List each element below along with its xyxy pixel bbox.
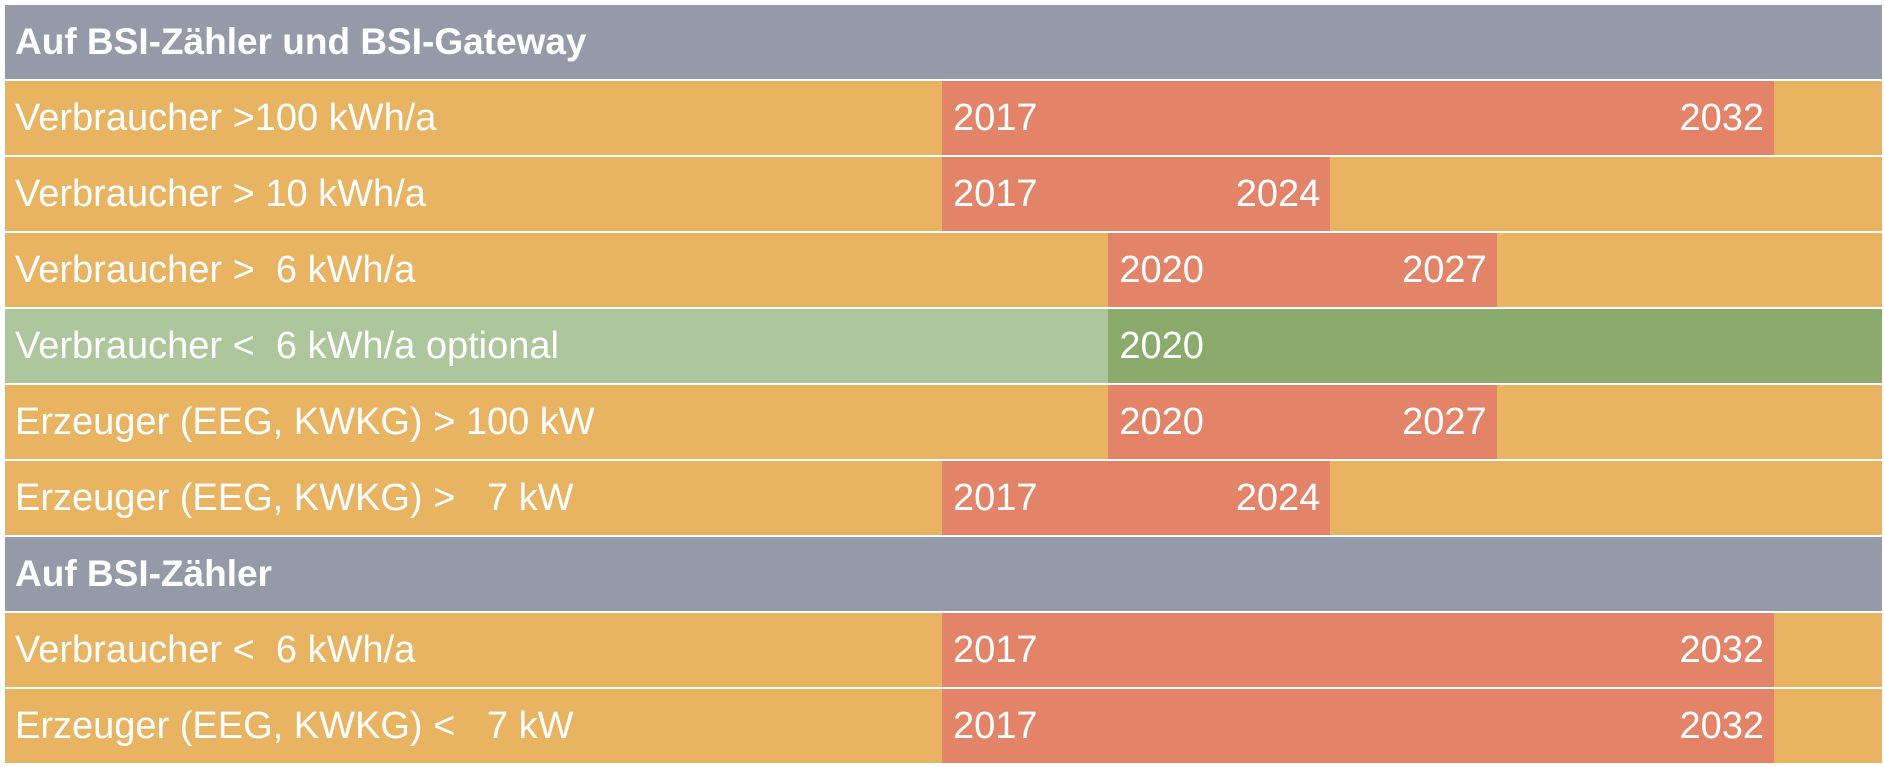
start-year: 2017 xyxy=(953,705,1038,747)
start-year: 2017 xyxy=(953,97,1038,139)
timeline-row: Verbraucher < 6 kWh/a 2017 2032 xyxy=(5,613,1882,687)
row-label: Verbraucher > 6 kWh/a xyxy=(15,249,416,291)
mandatory-rollout-bar: 2020 2027 xyxy=(1108,233,1497,307)
timeline-row: Verbraucher >100 kWh/a 2017 2032 xyxy=(5,81,1882,155)
row-label: Erzeuger (EEG, KWKG) > 7 kW xyxy=(15,477,574,519)
start-year: 2017 xyxy=(953,477,1038,519)
end-year: 2027 xyxy=(1402,249,1487,291)
start-year: 2020 xyxy=(1119,401,1204,443)
timeline-row: Erzeuger (EEG, KWKG) > 100 kW 2020 2027 xyxy=(5,385,1882,459)
end-year: 2032 xyxy=(1679,629,1764,671)
mandatory-rollout-bar: 2020 2027 xyxy=(1108,385,1497,459)
start-year: 2017 xyxy=(953,629,1038,671)
row-label: Verbraucher > 10 kWh/a xyxy=(15,173,426,215)
start-year: 2020 xyxy=(1119,325,1204,367)
mandatory-rollout-bar: 2017 2032 xyxy=(942,81,1774,155)
section-title: Auf BSI-Zähler und BSI-Gateway xyxy=(15,21,587,62)
timeline-row: Verbraucher < 6 kWh/a optional 2020 xyxy=(5,309,1882,383)
start-year: 2017 xyxy=(953,173,1038,215)
mandatory-rollout-bar: 2017 2032 xyxy=(942,689,1774,763)
start-year: 2020 xyxy=(1119,249,1204,291)
end-year: 2032 xyxy=(1679,705,1764,747)
mandatory-rollout-bar: 2017 2032 xyxy=(942,613,1774,687)
optional-rollout-bar: 2020 xyxy=(1108,309,1882,383)
timeline-row: Erzeuger (EEG, KWKG) < 7 kW 2017 2032 xyxy=(5,689,1882,763)
mandatory-rollout-bar: 2017 2024 xyxy=(942,461,1331,535)
timeline-row: Verbraucher > 10 kWh/a 2017 2024 xyxy=(5,157,1882,231)
row-label: Verbraucher >100 kWh/a xyxy=(15,97,437,139)
section-title: Auf BSI-Zähler xyxy=(15,553,272,594)
section-header: Auf BSI-Zähler und BSI-Gateway xyxy=(5,5,1882,79)
row-label: Erzeuger (EEG, KWKG) < 7 kW xyxy=(15,705,574,747)
row-label: Verbraucher < 6 kWh/a xyxy=(15,629,416,671)
timeline-row: Verbraucher > 6 kWh/a 2020 2027 xyxy=(5,233,1882,307)
row-label: Erzeuger (EEG, KWKG) > 100 kW xyxy=(15,401,595,443)
end-year: 2032 xyxy=(1679,97,1764,139)
optional-label-background xyxy=(5,309,1109,383)
end-year: 2024 xyxy=(1235,477,1321,519)
timeline-row: Erzeuger (EEG, KWKG) > 7 kW 2017 2024 xyxy=(5,461,1882,535)
end-year: 2027 xyxy=(1402,401,1487,443)
mandatory-rollout-bar: 2017 2024 xyxy=(942,157,1331,231)
row-label: Verbraucher < 6 kWh/a optional xyxy=(15,325,559,367)
section-header: Auf BSI-Zähler xyxy=(5,537,1882,611)
end-year: 2024 xyxy=(1235,173,1321,215)
